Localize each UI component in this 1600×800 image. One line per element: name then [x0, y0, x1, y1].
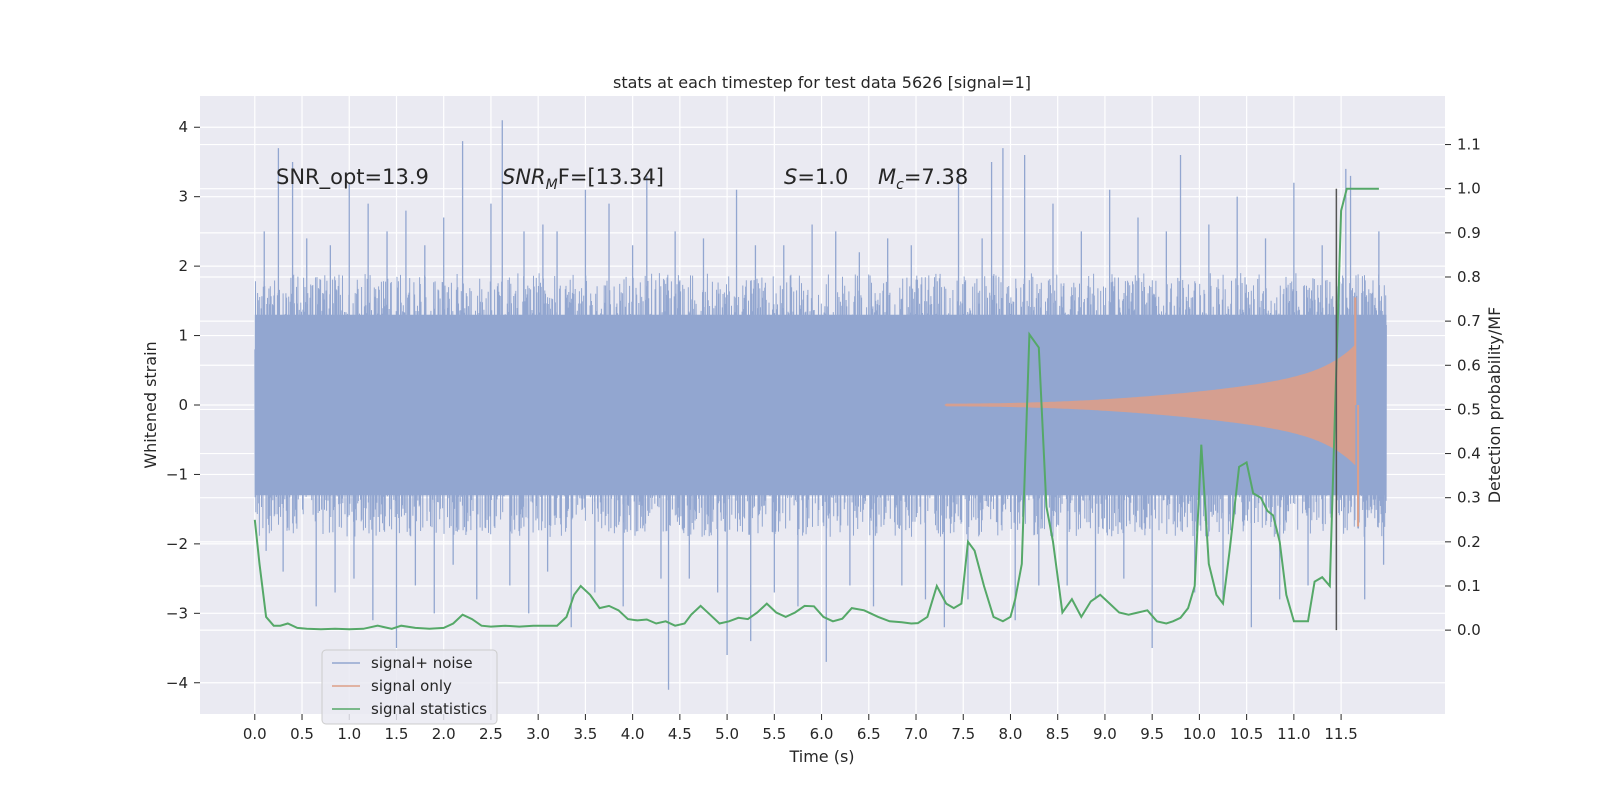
x-tick-label: 9.0: [1093, 725, 1117, 743]
x-tick-label: 3.0: [526, 725, 550, 743]
chart-title: stats at each timestep for test data 562…: [613, 73, 1031, 92]
x-tick-label: 7.0: [904, 725, 928, 743]
y2-tick-label: 0.4: [1457, 445, 1481, 463]
x-tick-label: 5.5: [762, 725, 786, 743]
y2-axis-ticks: 1.1 1.0 0.9 0.8 0.7 0.6 0.5 0.4 0.3 0.2 0.1 0.0: [1445, 136, 1481, 639]
x-axis-ticks: 0.0 0.5 1.0 1.5 2.0 2.5 3.0 3.5 4.0 4.5 5.0 5.5 6.0 6…: [243, 714, 1358, 743]
y-tick-label: 4: [178, 118, 188, 136]
y2-tick-label: 0.0: [1457, 621, 1481, 639]
x-tick-label: 4.5: [668, 725, 692, 743]
annotation-mc: Mc=7.38: [878, 165, 968, 193]
y2-tick-label: 0.8: [1457, 268, 1481, 286]
series-signal-statistics: [253, 187, 1379, 631]
x-tick-label: 1.5: [385, 725, 409, 743]
x-tick-label: 3.5: [573, 725, 597, 743]
x-tick-label: 7.5: [951, 725, 975, 743]
y2-tick-label: 0.1: [1457, 577, 1481, 595]
y-axis-label: Whitened strain: [141, 341, 160, 468]
y2-tick-label: 0.7: [1457, 312, 1481, 330]
y-tick-label: −1: [166, 465, 188, 483]
y2-tick-label: 0.9: [1457, 224, 1481, 242]
statistics-line: [253, 187, 1379, 631]
y-tick-label: 2: [178, 257, 188, 275]
x-tick-label: 0.0: [243, 725, 267, 743]
x-tick-label: 10.5: [1230, 725, 1263, 743]
y-tick-label: 0: [178, 396, 188, 414]
x-tick-label: 8.0: [999, 725, 1023, 743]
x-axis-label: Time (s): [788, 747, 854, 766]
legend-box: [321, 649, 498, 725]
signal-envelope: [944, 344, 1356, 466]
annotation-snr-opt: SNR_opt=13.9: [276, 165, 429, 190]
x-tick-label: 2.0: [432, 725, 456, 743]
y-tick-label: 3: [178, 188, 188, 206]
y-tick-label: 1: [178, 327, 188, 345]
annotation-snr-mf: SNRMF=[13.34]: [502, 165, 664, 193]
x-tick-label: 0.5: [290, 725, 314, 743]
x-tick-label: 11.5: [1324, 725, 1357, 743]
x-tick-label: 1.0: [337, 725, 361, 743]
x-tick-label: 6.0: [810, 725, 834, 743]
x-tick-label: 4.0: [621, 725, 645, 743]
y-tick-label: −3: [166, 604, 188, 622]
x-tick-label: 10.0: [1183, 725, 1216, 743]
legend-label-signal-only: signal only: [371, 677, 452, 695]
y2-tick-label: 0.5: [1457, 400, 1481, 418]
annotation-s: S=1.0: [784, 165, 848, 189]
x-tick-label: 2.5: [479, 725, 503, 743]
y2-tick-label: 1.0: [1457, 180, 1481, 198]
x-tick-label: 5.0: [715, 725, 739, 743]
legend-label-signal-statistics: signal statistics: [371, 700, 487, 718]
y-tick-label: −4: [166, 674, 188, 692]
x-tick-label: 9.5: [1140, 725, 1164, 743]
x-tick-label: 8.5: [1046, 725, 1070, 743]
y2-tick-label: 0.3: [1457, 489, 1481, 507]
x-tick-label: 11.0: [1277, 725, 1310, 743]
y-axis-ticks: 4 3 2 1 0 −1 −2 −3 −4: [166, 118, 200, 692]
legend: signal+ noise signal only signal statist…: [321, 649, 498, 725]
y2-tick-label: 1.1: [1457, 136, 1481, 154]
y2-axis-label: Detection probability/MF: [1485, 307, 1504, 504]
series-signal-only: [944, 297, 1360, 527]
y2-tick-label: 0.2: [1457, 533, 1481, 551]
y2-tick-label: 0.6: [1457, 356, 1481, 374]
y-tick-label: −2: [166, 535, 188, 553]
legend-label-signal-noise: signal+ noise: [371, 654, 473, 672]
x-tick-label: 6.5: [857, 725, 881, 743]
